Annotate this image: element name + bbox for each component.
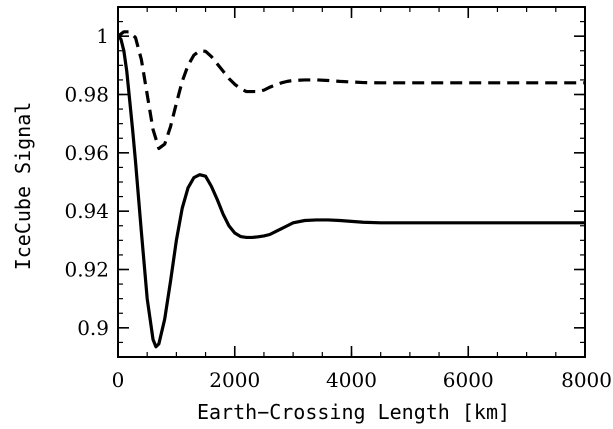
y-axis-title: IceCube Signal — [11, 102, 35, 271]
dashed-curve — [117, 30, 585, 151]
x-tick-label: 6000 — [443, 368, 494, 392]
x-tick-label: 0 — [112, 368, 125, 392]
x-tick-label: 4000 — [326, 368, 377, 392]
y-tick-label: 0.94 — [64, 199, 109, 223]
y-tick-label: 0.96 — [64, 141, 109, 165]
x-tick-label: 2000 — [209, 368, 260, 392]
major-ticks — [117, 7, 586, 357]
solid-curve — [116, 35, 585, 349]
y-tick-labels: 0.9 0.92 0.94 0.96 0.98 1 — [64, 24, 109, 340]
y-tick-label: 1 — [96, 24, 109, 48]
series-lines — [116, 30, 585, 349]
y-tick-label: 0.9 — [77, 316, 109, 340]
x-tick-labels: 0 2000 4000 6000 8000 — [112, 368, 612, 392]
x-tick-label: 8000 — [561, 368, 612, 392]
y-tick-label: 0.98 — [64, 83, 109, 107]
plot-frame — [117, 6, 586, 358]
minor-ticks — [117, 6, 586, 358]
y-tick-label: 0.92 — [64, 258, 109, 282]
x-axis-title: Earth−Crossing Length [km] — [197, 400, 510, 424]
